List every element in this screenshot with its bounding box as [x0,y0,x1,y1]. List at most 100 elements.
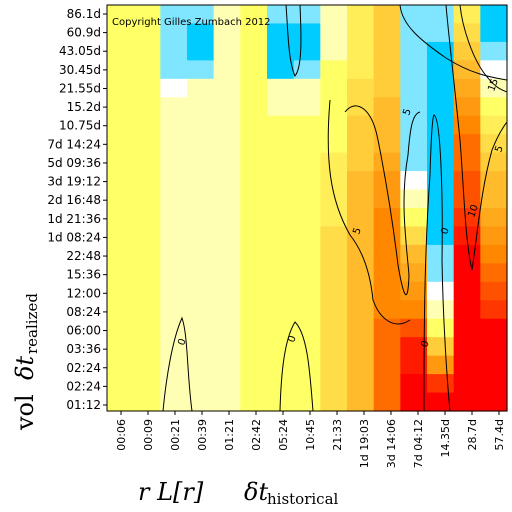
heatmap-cell [293,318,321,338]
heatmap-cell [187,318,215,338]
heatmap-cell [453,337,481,357]
heatmap-cell [133,5,161,25]
contour-label: 0 [176,337,189,347]
heatmap-cell [293,115,321,135]
heatmap-cell [480,355,508,375]
heatmap-cell [133,244,161,264]
heatmap-cell [400,300,428,320]
heatmap-cell [373,171,401,191]
heatmap-cell [240,5,268,25]
heatmap-cell [320,78,348,98]
heatmap-cell [400,337,428,357]
heatmap-cell [133,263,161,283]
heatmap-cell [347,374,375,394]
heatmap-cell [133,208,161,228]
heatmap-cell [347,5,375,25]
x-axis-title: r L[r] δt historical [138,478,339,508]
heatmap-cell [187,152,215,172]
heatmap-cell [347,355,375,375]
heatmap-cell [240,281,268,301]
heatmap-cell [400,189,428,209]
heatmap-cell [373,392,401,412]
contour-line [459,4,508,93]
heatmap-cell [373,115,401,135]
heatmap-cell [107,171,135,191]
heatmap-cell [187,374,215,394]
y-axis-main-label: vol [11,394,39,431]
heatmap-cell [453,189,481,209]
heatmap-cell [347,189,375,209]
heatmap-cell [240,263,268,283]
heatmap-cell [453,355,481,375]
heatmap-cell [133,318,161,338]
heatmap-cell [213,78,241,98]
heatmap-cell [400,41,428,61]
heatmap-cell [267,78,295,98]
heatmap-cell [187,78,215,98]
heatmap-cell [293,78,321,98]
heatmap-cell [107,23,135,43]
y-tick-label: 12:00 [66,286,101,300]
heatmap-cell [187,115,215,135]
heatmap-cell [133,226,161,246]
heatmap-cell [453,41,481,61]
heatmap-cell [240,134,268,154]
heatmap-cell [187,134,215,154]
heatmap-cell [320,244,348,264]
heatmap-cell [133,392,161,412]
heatmap-cell [267,355,295,375]
heatmap-cell [427,78,455,98]
heatmap-cell [107,392,135,412]
heatmap-cell [267,171,295,191]
heatmap-cell [293,134,321,154]
heatmap-cell [107,152,135,172]
heatmap-cell [373,60,401,80]
heatmap-cell [240,152,268,172]
heatmap-cell [240,300,268,320]
heatmap-cell [293,263,321,283]
heatmap-cell [213,41,241,61]
heatmap-cell [160,244,188,264]
heatmap-cell [187,189,215,209]
heatmap-cell [427,355,455,375]
heatmap-cell [133,60,161,80]
heatmap-cell [347,263,375,283]
heatmap-cell [480,374,508,394]
heatmap-cell [267,97,295,117]
heatmap-cell [293,189,321,209]
heatmap-cell [133,374,161,394]
heatmap-cell [320,300,348,320]
heatmap-cell [187,226,215,246]
heatmap-cell [293,281,321,301]
heatmap-cell [373,208,401,228]
heatmap-cell [480,337,508,357]
x-tick-label: 05:24 [277,419,290,451]
heatmap-cell [453,300,481,320]
heatmap-cell [213,263,241,283]
heatmap-cell [107,355,135,375]
contour-line [285,4,302,77]
heatmap-cell [480,281,508,301]
heatmap-cell [480,23,508,43]
heatmap-cell [347,244,375,264]
heatmap-cell [187,263,215,283]
heatmap-cell [160,78,188,98]
y-axis-subscript: realized [23,293,41,354]
heatmap-cell [400,374,428,394]
heatmap-cell [347,152,375,172]
heatmap-cell [240,78,268,98]
heatmap-cell [453,374,481,394]
heatmap-cell [213,152,241,172]
heatmap-cell [427,23,455,43]
heatmap-cell [400,244,428,264]
heatmap-cell [453,97,481,117]
y-axis-symbol: δt [11,356,39,380]
heatmap-cell [400,23,428,43]
heatmap-cell [400,5,428,25]
heatmap-cell [267,263,295,283]
heatmap-cell [373,97,401,117]
heatmap-cell [213,300,241,320]
heatmap-cell [347,171,375,191]
heatmap-cell [267,318,295,338]
y-tick-label: 3d 19:12 [47,175,101,189]
